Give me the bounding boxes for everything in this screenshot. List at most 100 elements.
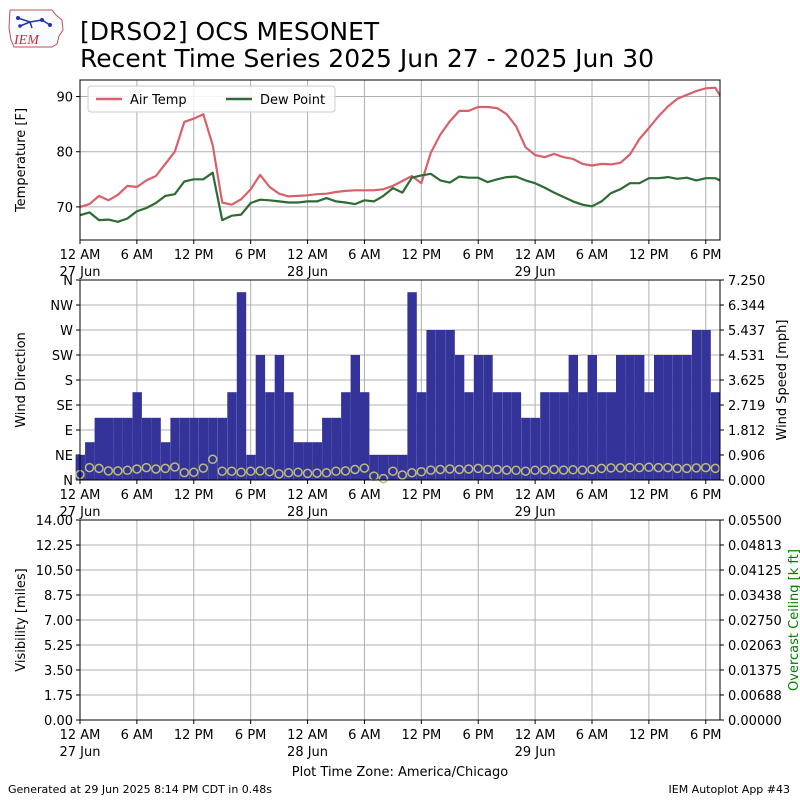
wind-speed-point: [530, 465, 540, 476]
legend-label: Dew Point: [260, 93, 325, 108]
y2-tick-label: 3.625: [728, 374, 765, 389]
x-tick-label: 6 AM: [348, 488, 381, 503]
y-tick-label: S: [65, 374, 73, 389]
x-tick-label: 6 AM: [576, 728, 609, 743]
y2-tick-label: 7.250: [728, 274, 765, 289]
y-tick-label: 5.25: [44, 639, 73, 654]
wind-direction-bar: [132, 392, 142, 480]
wind-direction-bar: [587, 355, 597, 480]
x-tick-label: 6 PM: [462, 488, 493, 503]
wind-speed-point: [435, 464, 446, 475]
x-date-label: 27 Jun: [60, 505, 101, 520]
x-date-label: 28 Jun: [287, 265, 328, 280]
wind-direction-bar: [104, 417, 114, 480]
wind-speed-point: [359, 463, 370, 473]
wind-speed-point: [568, 465, 578, 475]
wind-speed-point: [397, 470, 408, 480]
wind-direction-bar: [568, 355, 578, 480]
y2-tick-label: 0.906: [728, 449, 765, 464]
x-tick-label: 6 AM: [121, 488, 154, 503]
wind-speed-point: [691, 463, 702, 473]
x-tick-label: 12 AM: [515, 248, 556, 263]
wind-direction-bar: [597, 392, 607, 480]
y2-tick-label: 5.437: [728, 324, 765, 339]
wind-speed-point: [170, 462, 180, 472]
x-date-label: 27 Jun: [60, 745, 101, 760]
wind-speed-point: [539, 465, 550, 475]
wind-speed-point: [207, 454, 218, 465]
wind-direction-bar: [360, 392, 370, 480]
y-axis-label: Wind Direction: [14, 332, 29, 428]
y-axis-label: Visibility [miles]: [14, 568, 29, 671]
wind-speed-point: [94, 463, 104, 474]
wind-direction-bar: [663, 355, 673, 480]
x-date-label: 28 Jun: [287, 505, 328, 520]
page-title-range: Recent Time Series 2025 Jun 27 - 2025 Ju…: [80, 44, 654, 73]
wind-direction-bar: [511, 392, 522, 480]
wind-speed-point: [103, 466, 114, 476]
y-tick-label: W: [60, 324, 73, 339]
x-tick-label: 6 AM: [348, 728, 381, 743]
x-tick-label: 6 AM: [576, 248, 609, 263]
wind-direction-bar: [208, 417, 218, 480]
y2-tick-label: 0.000: [728, 474, 765, 489]
wind-speed-point: [141, 462, 152, 473]
y-tick-label: 7.00: [44, 614, 73, 629]
x-tick-label: 6 PM: [235, 248, 266, 263]
wind-speed-point: [501, 465, 512, 475]
x-tick-label: 12 AM: [60, 248, 101, 263]
wind-speed-point: [615, 463, 626, 473]
wind-speed-point: [482, 464, 493, 475]
y-tick-label: 80: [56, 146, 73, 161]
wind-direction-bar: [160, 442, 171, 480]
y-axis-label: Temperature [F]: [14, 108, 29, 213]
y2-tick-label: 0.04813: [728, 539, 782, 554]
wind-direction-bar: [559, 392, 569, 480]
wind-direction-bar: [379, 455, 389, 480]
x-date-label: 29 Jun: [515, 505, 556, 520]
x-date-label: 29 Jun: [515, 265, 556, 280]
wind-speed-point: [245, 466, 256, 476]
y-tick-label: 0.00: [44, 714, 73, 729]
wind-direction-bar: [606, 392, 616, 480]
wind-speed-point: [558, 465, 569, 475]
y-tick-label: E: [65, 424, 73, 439]
wind-speed-point: [302, 468, 313, 479]
footer-app-id: IEM Autoplot App #43: [668, 783, 791, 796]
x-tick-label: 6 PM: [235, 728, 266, 743]
wind-direction-bar: [303, 442, 313, 480]
y-tick-label: SW: [52, 349, 73, 364]
wind-direction-bar: [672, 355, 683, 480]
x-tick-label: 12 PM: [629, 728, 669, 743]
wind-speed-point: [283, 468, 294, 478]
wind-direction-bar: [369, 455, 379, 480]
wind-speed-point: [463, 464, 474, 474]
wind-speed-point: [682, 463, 692, 474]
wind-speed-point: [625, 462, 635, 473]
wind-direction-bar: [616, 355, 626, 480]
wind-direction-bar: [473, 355, 484, 480]
x-axis-label-timezone: Plot Time Zone: America/Chicago: [292, 765, 508, 780]
wind-direction-bar: [416, 392, 427, 480]
wind-direction-bar: [701, 330, 711, 480]
wind-speed-point: [644, 462, 654, 473]
wind-direction-bar: [654, 355, 664, 480]
x-tick-label: 12 PM: [174, 728, 214, 743]
series-line-air-temp: [79, 86, 721, 208]
x-tick-label: 12 PM: [174, 248, 214, 263]
wind-speed-point: [151, 464, 161, 474]
wind-direction-bar: [435, 330, 446, 480]
footer-generated: Generated at 29 Jun 2025 8:14 PM CDT in …: [8, 783, 273, 796]
y-tick-label: N: [63, 274, 73, 289]
x-tick-label: 12 AM: [515, 488, 556, 503]
y2-tick-label: 4.531: [728, 349, 765, 364]
legend-label: Air Temp: [130, 93, 187, 108]
wind-speed-point: [511, 465, 521, 476]
wind-speed-point: [189, 467, 199, 478]
wind-speed-point: [198, 463, 209, 473]
x-tick-label: 12 PM: [401, 248, 441, 263]
x-date-label: 28 Jun: [287, 745, 328, 760]
wind-speed-point: [179, 467, 190, 478]
x-tick-label: 6 PM: [462, 728, 493, 743]
